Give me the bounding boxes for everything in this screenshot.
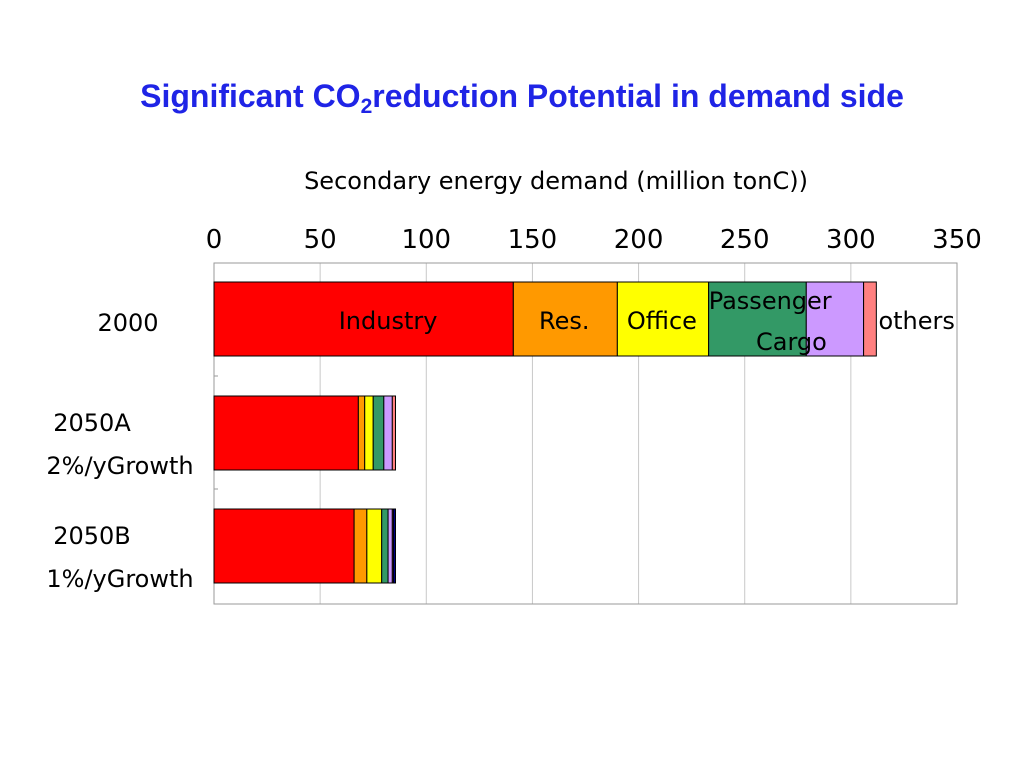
- slide-title-subscript: 2: [360, 95, 373, 118]
- bar-segment: [512, 281, 618, 357]
- bar-segment: [616, 281, 710, 357]
- bar-segment: [383, 395, 393, 471]
- x-tick-label: 0: [206, 225, 223, 255]
- category-label: 2000: [97, 309, 158, 337]
- bar-segment: [213, 281, 514, 357]
- segment-label: others: [878, 307, 954, 335]
- segment-label: Res.: [539, 307, 590, 335]
- bar-segment: [213, 508, 355, 584]
- x-tick-label: 150: [508, 225, 558, 255]
- slide-title-main: Significant CO: [140, 78, 361, 114]
- bar-segment: [391, 395, 397, 471]
- x-tick-label: 50: [304, 225, 337, 255]
- segment-label: Industry: [339, 307, 438, 335]
- x-tick-label: 300: [826, 225, 876, 255]
- bar-segment: [708, 281, 807, 357]
- x-tick-label: 350: [932, 225, 982, 255]
- x-tick-label: 200: [614, 225, 664, 255]
- bar-segment: [863, 281, 877, 357]
- chart-title: Secondary energy demand (million tonC)): [304, 167, 808, 195]
- bar-segment: [392, 508, 397, 584]
- bar-segment: [372, 395, 385, 471]
- bar-segment: [387, 508, 393, 584]
- segment-label: Office: [627, 307, 697, 335]
- category-label: 2050A: [53, 409, 131, 437]
- category-sublabel: 2%/yGrowth: [46, 452, 193, 480]
- bar-segment: [364, 395, 374, 471]
- bar-segment: [353, 508, 368, 584]
- category-sublabel: 1%/yGrowth: [46, 565, 193, 593]
- plot-area: 0 50 100 150 200 250 300 350 2000 2050A 2%/yGrowth…: [46, 225, 982, 605]
- x-tick-label: 100: [401, 225, 451, 255]
- bar-segment: [381, 508, 389, 584]
- x-tick-label: 250: [720, 225, 770, 255]
- bar-segment: [213, 395, 359, 471]
- category-label: 2050B: [53, 522, 131, 550]
- bar-segment: [357, 395, 366, 471]
- bar-segment: [366, 508, 383, 584]
- slide-title-rest: reduction Potential in demand side: [372, 78, 904, 114]
- segment-label: Cargo: [756, 328, 827, 356]
- slide-title: Significant CO2reduction Potential in de…: [0, 78, 1024, 118]
- segment-label: Passenger: [709, 287, 832, 315]
